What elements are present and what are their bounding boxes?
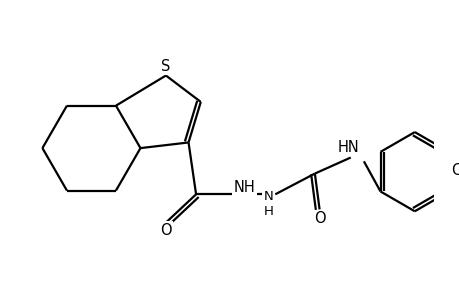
Text: O: O (313, 211, 325, 226)
Text: HN: HN (337, 140, 359, 155)
Text: S: S (161, 58, 170, 74)
Text: N
H: N H (263, 190, 273, 218)
Text: O: O (160, 223, 171, 238)
Text: NH: NH (233, 180, 254, 195)
Text: Cl: Cl (450, 163, 459, 178)
